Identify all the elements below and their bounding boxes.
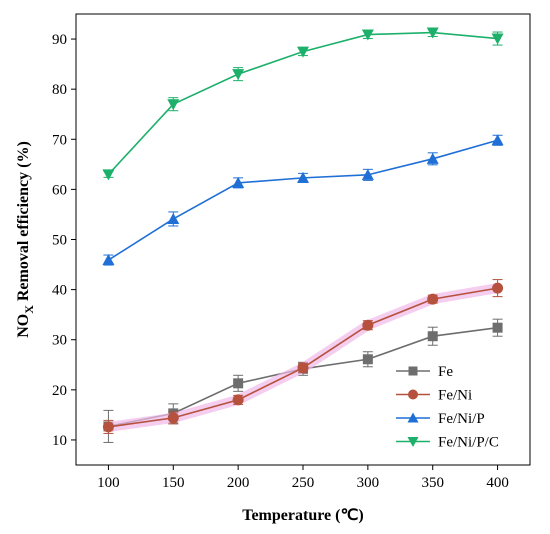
data-point	[167, 212, 180, 224]
data-point	[362, 319, 374, 331]
data-point	[232, 394, 244, 406]
y-tick-label: 60	[52, 182, 67, 198]
data-point	[491, 134, 504, 146]
legend-marker	[407, 437, 419, 447]
data-point	[426, 27, 439, 39]
y-tick-label: 70	[52, 132, 67, 148]
data-point	[361, 168, 374, 180]
data-point	[233, 378, 244, 389]
x-axis-title: Temperature (℃)	[242, 507, 364, 524]
data-point	[167, 99, 180, 111]
data-point	[492, 282, 504, 294]
data-point	[492, 322, 503, 333]
x-tick-label: 250	[292, 475, 315, 491]
data-point	[167, 412, 179, 424]
legend-marker	[408, 366, 418, 376]
y-tick-label: 90	[52, 32, 67, 48]
x-tick-label: 150	[162, 475, 185, 491]
series-fe-ni-p	[102, 134, 504, 266]
y-tick-label: 40	[52, 283, 67, 299]
data-series	[102, 27, 504, 443]
y-tick-label: 50	[52, 233, 67, 249]
y-axis-title-suffix: Removal efficiency (%)	[15, 141, 32, 305]
x-tick-label: 100	[97, 475, 120, 491]
legend-marker	[407, 412, 419, 423]
x-tick-label: 200	[227, 475, 250, 491]
data-point	[491, 33, 504, 45]
legend-item-fe-ni-p-c: Fe/Ni/P/C	[396, 435, 499, 451]
data-point	[297, 171, 309, 183]
data-point	[102, 421, 114, 433]
x-tick-label: 300	[357, 475, 380, 491]
data-point	[102, 169, 115, 181]
y-tick-label: 10	[52, 433, 67, 449]
x-tick-label: 350	[421, 475, 444, 491]
series-line	[108, 139, 498, 261]
legend-marker	[408, 389, 418, 400]
data-point	[102, 254, 115, 266]
data-point	[297, 362, 309, 374]
series-line	[108, 287, 498, 428]
data-point	[427, 293, 439, 305]
legend: Fe Fe/Ni Fe/Ni/P Fe/Ni/P/C	[396, 364, 499, 451]
data-point	[297, 46, 309, 58]
axes: 100 150 200 250 300 350 400 10 20 30 40 50 60 70 80 90	[52, 32, 509, 491]
legend-item-fe: Fe	[396, 364, 453, 380]
legend-label: Fe/Ni/P	[438, 411, 485, 427]
y-axis-title: NOX Removal efficiency (%)	[15, 141, 36, 338]
data-point	[232, 176, 245, 188]
legend-label: Fe/Ni/P/C	[438, 435, 499, 451]
legend-label: Fe/Ni	[438, 388, 472, 404]
data-point	[426, 152, 439, 164]
legend-item-fe-ni: Fe/Ni	[396, 388, 472, 404]
legend-item-fe-ni-p: Fe/Ni/P	[396, 411, 485, 427]
series-fe-ni-p-c	[102, 27, 504, 181]
y-axis-title-prefix: NO	[15, 314, 32, 338]
data-point	[427, 331, 438, 342]
y-tick-label: 30	[52, 333, 67, 349]
data-point	[361, 29, 374, 41]
series-fe-ni	[102, 279, 504, 434]
series-halo	[103, 283, 503, 432]
legend-label: Fe	[438, 364, 453, 380]
y-tick-label: 20	[52, 383, 67, 399]
y-tick-label: 80	[52, 82, 67, 98]
data-point	[232, 69, 245, 81]
data-point	[362, 354, 373, 365]
x-tick-label: 400	[486, 475, 509, 491]
y-axis-title-subscript: X	[22, 305, 36, 314]
